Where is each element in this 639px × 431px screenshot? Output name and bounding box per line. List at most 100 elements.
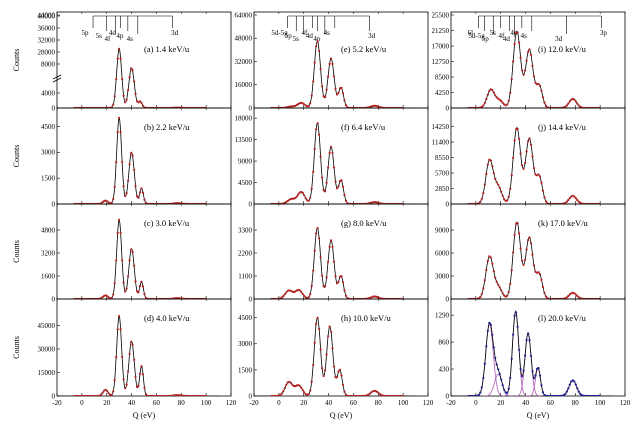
y-tick-label: 48000 (235, 35, 253, 43)
data-point (332, 166, 336, 169)
data-point (497, 368, 500, 371)
data-point (491, 262, 494, 265)
data-point (574, 383, 577, 386)
data-point (122, 185, 125, 188)
data-point (521, 259, 524, 262)
data-point (511, 60, 515, 63)
fit-line (57, 218, 219, 299)
x-tick-label: 60 (153, 399, 161, 407)
level-label: 5p (82, 29, 90, 37)
data-point (113, 95, 116, 98)
data-point (303, 103, 306, 106)
y-tick-label: 18000 (235, 115, 253, 123)
data-point (516, 127, 519, 130)
data-point (537, 82, 540, 86)
x-tick-label: 100 (595, 399, 606, 407)
data-point (532, 75, 536, 78)
data-point (318, 49, 321, 52)
x-tick-label: 0 (277, 399, 281, 407)
level-label: 5s (96, 32, 103, 40)
data-point (525, 338, 528, 342)
y-tick-label: 32000 (38, 36, 56, 44)
data-point (134, 375, 137, 378)
data-point (524, 69, 527, 72)
data-point (312, 80, 315, 83)
y-tick-label: 8000 (41, 60, 56, 68)
fit-line (57, 47, 219, 108)
data-point (124, 194, 127, 198)
data-point (127, 179, 130, 182)
fit-component-line (515, 332, 541, 396)
data-point (507, 195, 510, 198)
data-point (138, 285, 142, 288)
x-tick-label: 100 (201, 399, 212, 407)
data-point (576, 387, 579, 390)
data-point (495, 363, 498, 366)
data-point (112, 198, 115, 201)
x-tick-label: 120 (226, 399, 237, 407)
data-point (538, 84, 542, 87)
data-point (341, 383, 345, 386)
data-point (122, 281, 125, 284)
data-point (341, 92, 345, 95)
level-label: 4f (498, 32, 505, 40)
x-axis-title: Q (eV) (330, 411, 353, 420)
y-tick-label: 0 (52, 392, 56, 400)
y-tick-label: 0 (249, 104, 253, 112)
y-tick-label: 3000 (238, 340, 253, 348)
data-point (331, 62, 334, 65)
data-point (515, 311, 518, 314)
data-point (488, 255, 491, 258)
data-point (482, 287, 485, 290)
fit-line (451, 126, 613, 204)
data-point (494, 94, 497, 97)
data-point (494, 177, 497, 180)
data-point (500, 378, 503, 381)
data-point (500, 190, 503, 193)
y-tick-label: 860 (439, 339, 450, 347)
data-point (137, 291, 140, 294)
y-tick-label: 3200 (41, 249, 56, 257)
data-point (331, 151, 334, 154)
data-point (482, 192, 485, 195)
data-point (337, 370, 340, 373)
data-point (574, 293, 577, 296)
data-point (534, 81, 537, 84)
x-tick-label: 120 (423, 399, 434, 407)
data-point (135, 385, 139, 388)
data-point (301, 292, 304, 296)
data-point (507, 99, 510, 102)
data-point (340, 275, 343, 278)
data-point (488, 321, 491, 324)
data-point (312, 170, 315, 173)
data-point (125, 383, 128, 386)
data-point (576, 294, 579, 298)
data-point (519, 56, 522, 59)
y-tick-label: 40000 (38, 12, 56, 20)
data-point (101, 295, 104, 299)
data-point (537, 271, 540, 274)
data-point (506, 199, 509, 202)
level-label: 5s (490, 29, 497, 37)
x-tick-label: 40 (128, 399, 136, 407)
data-point (297, 193, 300, 196)
data-point (310, 187, 313, 190)
y-tick-label: 0 (249, 200, 253, 208)
data-point (122, 94, 125, 97)
data-point (315, 232, 318, 235)
data-point (540, 278, 543, 281)
data-point (489, 159, 492, 162)
data-point (529, 143, 533, 146)
data-point (110, 296, 113, 299)
y-tick-label: 16000 (235, 81, 253, 89)
data-point (334, 275, 337, 278)
data-point (573, 380, 576, 383)
fit-component-line (528, 367, 548, 396)
data-point (527, 239, 530, 242)
data-point (107, 392, 110, 395)
data-point (486, 259, 489, 263)
data-point (325, 353, 328, 356)
data-point (543, 291, 546, 295)
data-point (337, 185, 340, 188)
